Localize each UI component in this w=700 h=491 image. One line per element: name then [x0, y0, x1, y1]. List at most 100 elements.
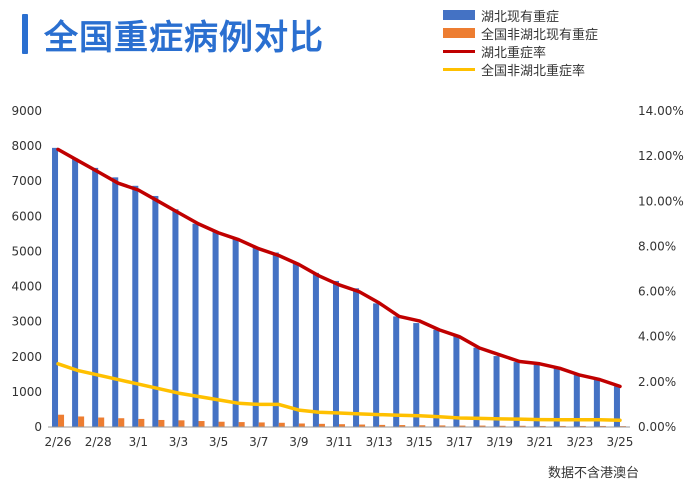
y-left-tick-label: 0	[34, 420, 42, 434]
title-accent-bar	[22, 14, 28, 54]
bar-hubei-severe	[152, 195, 159, 427]
y-right-tick-label: 14.00%	[638, 104, 684, 118]
x-tick-label: 3/15	[406, 435, 433, 449]
bar-hubei-severe	[573, 374, 580, 427]
bar-nonhubei-severe	[559, 425, 566, 427]
bar-nonhubei-severe	[218, 421, 225, 427]
bar-hubei-severe	[393, 316, 400, 427]
bar-hubei-severe	[212, 231, 219, 427]
bar-hubei-severe	[272, 252, 279, 427]
y-left-tick-label: 4000	[11, 280, 42, 294]
legend-swatch-nonhubei-rate	[443, 67, 475, 71]
bar-nonhubei-severe	[419, 425, 426, 427]
y-left-tick-label: 6000	[11, 209, 42, 223]
bar-nonhubei-severe	[258, 422, 265, 427]
bar-nonhubei-severe	[58, 414, 65, 427]
bar-nonhubei-severe	[379, 424, 386, 427]
legend-item-hubei-severe: 湖北现有重症	[443, 6, 598, 25]
bar-nonhubei-severe	[198, 421, 205, 427]
bar-hubei-severe	[553, 367, 560, 427]
y-left-tick-label: 9000	[11, 104, 42, 118]
bar-hubei-severe	[613, 386, 620, 427]
y-left-tick-label: 7000	[11, 174, 42, 188]
y-left-tick-label: 5000	[11, 244, 42, 258]
line-hubei-rate	[56, 147, 622, 389]
y-left-tick-label: 8000	[11, 139, 42, 153]
y-right-tick-label: 0.00%	[638, 420, 676, 434]
y-right-tick-label: 8.00%	[638, 239, 676, 253]
bar-nonhubei-severe	[479, 425, 486, 427]
bar-nonhubei-severe	[359, 424, 366, 427]
bar-nonhubei-severe	[118, 418, 125, 427]
legend-swatch-nonhubei-severe	[443, 28, 475, 38]
bar-nonhubei-severe	[599, 425, 606, 427]
bar-hubei-severe	[72, 158, 79, 427]
bar-hubei-severe	[473, 347, 480, 427]
x-tick-label: 3/9	[289, 435, 308, 449]
bar-hubei-severe	[112, 177, 119, 427]
y-left-tick-label: 2000	[11, 350, 42, 364]
bar-hubei-severe	[513, 362, 520, 427]
y-right-tick-label: 2.00%	[638, 375, 676, 389]
bar-nonhubei-severe	[98, 417, 105, 427]
x-tick-label: 3/21	[526, 435, 553, 449]
bar-nonhubei-severe	[439, 425, 446, 427]
x-tick-label: 3/17	[446, 435, 473, 449]
bar-hubei-severe	[353, 288, 360, 427]
bar-nonhubei-severe	[539, 425, 546, 427]
bar-nonhubei-severe	[399, 425, 406, 427]
x-tick-label: 3/11	[326, 435, 353, 449]
x-tick-label: 3/23	[566, 435, 593, 449]
bar-nonhubei-severe	[339, 424, 346, 427]
x-tick-label: 3/13	[366, 435, 393, 449]
bar-nonhubei-severe	[459, 425, 466, 427]
y-right-tick-label: 6.00%	[638, 285, 676, 299]
source-note: 数据不含港澳台	[548, 466, 640, 481]
x-tick-label: 3/19	[486, 435, 513, 449]
bar-hubei-severe	[232, 238, 239, 427]
bar-hubei-severe	[172, 209, 179, 427]
bar-hubei-severe	[453, 335, 460, 427]
bar-hubei-severe	[292, 263, 299, 427]
bar-hubei-severe	[252, 246, 259, 427]
y-right-tick-label: 4.00%	[638, 330, 676, 344]
y-right-tick-label: 12.00%	[638, 149, 684, 163]
bar-nonhubei-severe	[78, 416, 85, 427]
line-nonhubei-rate	[56, 362, 622, 422]
legend-label-hubei-rate: 湖北重症率	[481, 45, 547, 61]
bar-nonhubei-severe	[318, 423, 325, 427]
bar-hubei-severe	[433, 329, 440, 427]
bar-hubei-severe	[52, 147, 59, 427]
bar-nonhubei-severe	[278, 422, 285, 427]
bar-nonhubei-severe	[238, 422, 245, 427]
x-tick-label: 3/7	[249, 435, 268, 449]
bar-hubei-severe	[593, 378, 600, 427]
legend-item-nonhubei-severe: 全国非湖北现有重症	[443, 24, 599, 43]
bar-hubei-severe	[413, 323, 420, 427]
y-right-tick-label: 10.00%	[638, 194, 684, 208]
bar-hubei-severe	[192, 223, 199, 427]
x-tick-label: 2/26	[45, 435, 72, 449]
x-tick-label: 2/28	[85, 435, 112, 449]
x-tick-label: 3/3	[169, 435, 188, 449]
bar-nonhubei-severe	[298, 423, 305, 427]
bar-nonhubei-severe	[158, 419, 165, 427]
bar-hubei-severe	[312, 272, 319, 427]
bar-hubei-severe	[533, 364, 540, 427]
x-tick-label: 3/25	[606, 435, 633, 449]
title-block: 全国重症病例对比	[22, 10, 324, 58]
bar-hubei-severe	[92, 167, 99, 427]
legend: 湖北现有重症 全国非湖北现有重症 湖北重症率 全国非湖北重症率	[443, 6, 599, 79]
bar-hubei-severe	[132, 185, 139, 427]
legend-swatch-hubei-rate	[443, 49, 475, 53]
legend-label-nonhubei-severe: 全国非湖北现有重症	[481, 27, 599, 43]
legend-swatch-hubei-severe	[443, 10, 475, 20]
legend-item-nonhubei-rate: 全国非湖北重症率	[443, 60, 598, 79]
bar-hubei-severe	[332, 280, 339, 427]
y-left-tick-label: 3000	[11, 315, 42, 329]
legend-label-nonhubei-rate: 全国非湖北重症率	[481, 63, 586, 79]
bar-nonhubei-severe	[519, 425, 526, 427]
bar-nonhubei-severe	[178, 420, 185, 427]
